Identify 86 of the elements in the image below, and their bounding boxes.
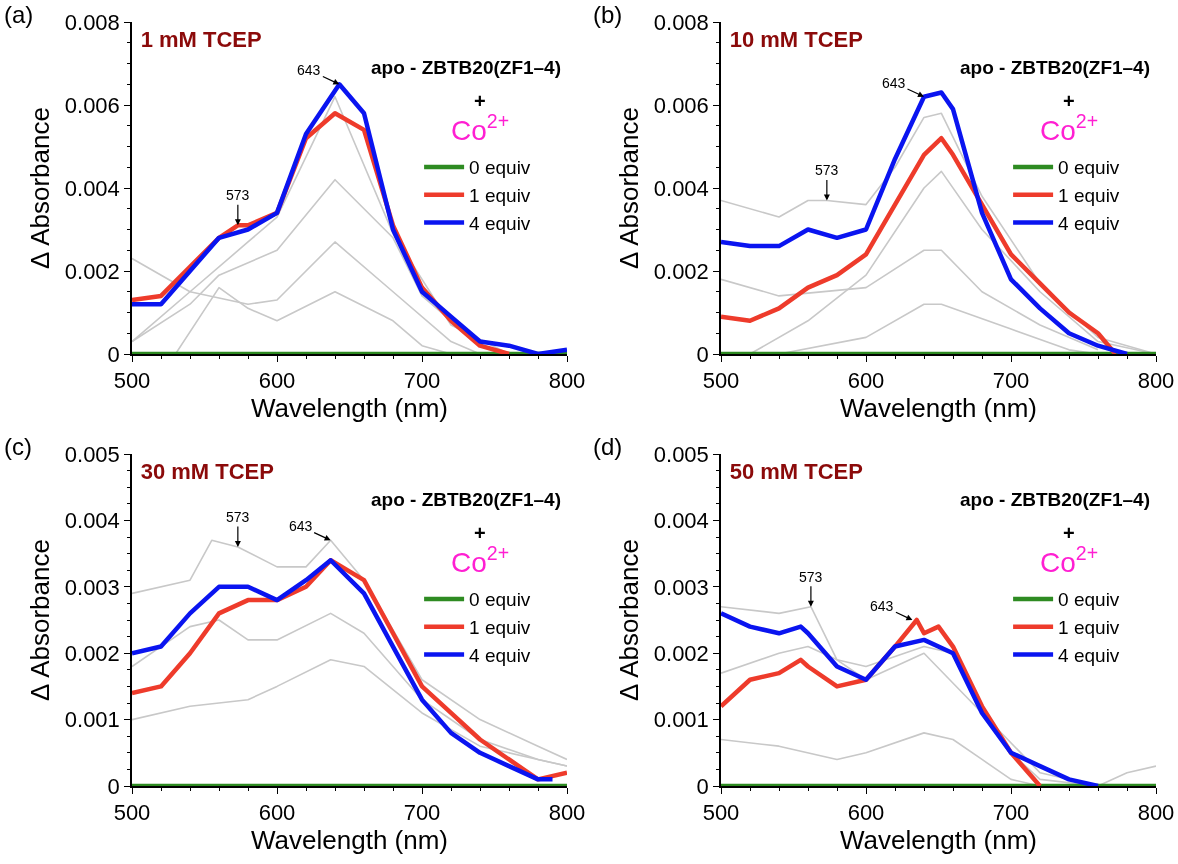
x-axis-title: Wavelength (nm) [840,393,1037,424]
y-tick-label: 0.002 [653,640,709,666]
annotation: 643 [289,518,313,534]
x-tick-label: 700 [403,368,441,394]
annotation: apo - ZBTB20(ZF1–4) [960,57,1151,78]
y-tick-label: 0 [696,341,709,367]
x-tick-label: 500 [113,800,151,826]
y-tick-label: 0.008 [653,9,709,35]
x-tick-label: 800 [548,800,586,826]
annotation: 573 [799,569,823,585]
chart-title: 1 mM TCEP [140,27,262,53]
y-tick-label: 0.002 [653,258,709,284]
annotation: 573 [815,162,839,178]
annotation: Co$^{2+}$ [451,110,510,146]
annotation: 573 [226,509,250,525]
y-tick-label: 0 [107,341,120,367]
y-tick-label: 0.004 [653,508,709,534]
legend-label: 0 equiv [1058,157,1120,179]
y-tick-label: 0.002 [64,258,120,284]
x-tick-label: 800 [548,368,586,394]
annotation: apo - ZBTB20(ZF1–4) [371,489,562,510]
x-tick-label: 500 [702,800,740,826]
annotation: Co$^{2+}$ [1040,110,1099,146]
annotation: + [1063,90,1075,112]
annotation: Co$^{2+}$ [1040,542,1099,578]
legend-label: 4 equiv [469,212,531,234]
x-tick-label: 600 [847,368,885,394]
annotation: apo - ZBTB20(ZF1–4) [960,489,1151,510]
annotation: Co$^{2+}$ [451,542,510,578]
legend-label: 0 equiv [469,157,531,179]
y-tick-label: 0.004 [64,175,120,201]
text: (b) [593,1,623,28]
y-axis-title: Δ Absorbance [24,107,55,269]
annotation: 643 [297,62,321,78]
x-axis-title: Wavelength (nm) [251,825,448,856]
text: (d) [593,433,623,460]
y-tick-label: 0.004 [64,508,120,534]
annotation: 573 [226,187,250,203]
y-tick-label: 0.002 [64,640,120,666]
y-tick-label: 0.001 [64,707,120,733]
legend-label: 1 equiv [1058,185,1120,207]
x-tick-label: 800 [1137,368,1175,394]
y-axis-title: Δ Absorbance [24,539,55,701]
legend-label: 0 equiv [1058,589,1120,611]
y-tick-label: 0 [696,773,709,799]
x-tick-label: 600 [258,800,296,826]
legend-label: 4 equiv [1058,212,1120,234]
annotation: 643 [870,598,894,614]
y-tick-label: 0.005 [653,441,709,467]
legend-label: 4 equiv [1058,644,1120,666]
x-tick-label: 700 [992,800,1030,826]
x-tick-label: 500 [113,368,151,394]
y-tick-label: 0.005 [64,441,120,467]
y-tick-label: 0.001 [653,707,709,733]
y-axis-title: Δ Absorbance [613,107,644,269]
x-tick-label: 700 [403,800,441,826]
text: (c) [4,433,32,460]
annotation: + [1063,522,1075,544]
legend-label: 1 equiv [469,617,531,639]
x-axis-title: Wavelength (nm) [840,825,1037,856]
x-tick-label: 600 [847,800,885,826]
y-axis-title: Δ Absorbance [613,539,644,701]
y-tick-label: 0.004 [653,175,709,201]
y-tick-label: 0.003 [653,574,709,600]
x-axis-title: Wavelength (nm) [251,393,448,424]
x-tick-label: 500 [702,368,740,394]
y-tick-label: 0 [107,773,120,799]
y-tick-label: 0.006 [653,92,709,118]
chart-title: 30 mM TCEP [140,459,274,485]
annotation: 643 [882,75,906,91]
legend-label: 4 equiv [469,644,531,666]
y-tick-label: 0.003 [64,574,120,600]
y-tick-label: 0.006 [64,92,120,118]
chart-title: 10 mM TCEP [729,27,863,53]
x-tick-label: 600 [258,368,296,394]
annotation: + [474,90,486,112]
annotation: apo - ZBTB20(ZF1–4) [371,57,562,78]
annotation: + [474,522,486,544]
legend-label: 1 equiv [469,185,531,207]
legend-label: 1 equiv [1058,617,1120,639]
x-tick-label: 700 [992,368,1030,394]
legend-label: 0 equiv [469,589,531,611]
text: (a) [4,1,34,28]
y-tick-label: 0.008 [64,9,120,35]
chart-title: 50 mM TCEP [729,459,863,485]
x-tick-label: 800 [1137,800,1175,826]
